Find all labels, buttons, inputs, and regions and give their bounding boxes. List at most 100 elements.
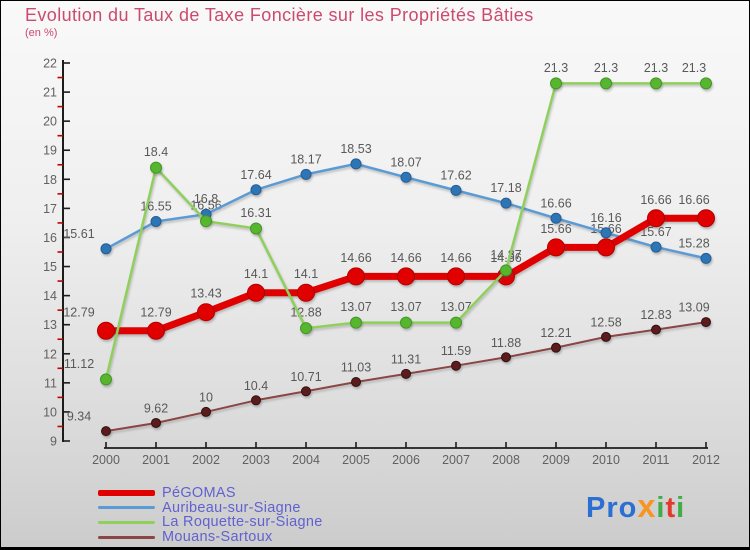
y-axis-tick-label: 15 — [43, 260, 57, 274]
value-label-auribeau-sur-siagne: 17.64 — [240, 168, 271, 182]
data-point-la-roquette-sur-siagne — [650, 77, 662, 90]
y-axis-tick-label: 20 — [43, 115, 57, 129]
value-label-mouans-sartoux: 10 — [199, 390, 213, 404]
data-point-auribeau-sur-siagne — [250, 184, 262, 196]
data-point-mouans-sartoux — [251, 395, 261, 406]
logo-letter: t — [665, 492, 677, 524]
value-label-p-gomas: 14.1 — [244, 267, 268, 281]
chart-legend: PéGOMAS Auribeau-sur-Siagne La Roquette-su… — [98, 486, 323, 544]
data-point-mouans-sartoux — [301, 386, 311, 397]
value-label-auribeau-sur-siagne: 15.67 — [640, 225, 671, 239]
value-label-mouans-sartoux: 11.59 — [441, 344, 471, 358]
logo-letter: P — [586, 492, 607, 524]
data-point-la-roquette-sur-siagne — [500, 264, 512, 277]
value-label-mouans-sartoux: 12.21 — [540, 326, 571, 340]
x-axis-year-label: 2011 — [643, 453, 670, 467]
y-axis-tick-label: 10 — [43, 405, 57, 419]
data-point-p-gomas — [197, 303, 215, 322]
data-point-auribeau-sur-siagne — [300, 168, 312, 180]
x-axis-year-label: 2002 — [192, 453, 220, 467]
data-point-mouans-sartoux — [451, 360, 461, 371]
value-label-la-roquette-sur-siagne: 13.07 — [390, 300, 421, 314]
legend-item-auribeau-sur-siagne: Auribeau-sur-Siagne — [98, 501, 323, 516]
data-point-p-gomas — [347, 267, 365, 286]
data-point-la-roquette-sur-siagne — [250, 222, 262, 235]
data-point-auribeau-sur-siagne — [650, 241, 662, 253]
value-label-la-roquette-sur-siagne: 11.12 — [64, 357, 94, 371]
value-label-la-roquette-sur-siagne: 21.3 — [594, 61, 618, 75]
value-label-la-roquette-sur-siagne: 13.07 — [340, 300, 371, 314]
data-point-la-roquette-sur-siagne — [150, 161, 162, 174]
y-axis-tick-label: 18 — [43, 173, 57, 187]
value-label-auribeau-sur-siagne: 18.07 — [390, 155, 421, 169]
data-point-mouans-sartoux — [101, 426, 111, 437]
value-label-p-gomas: 13.43 — [190, 287, 221, 301]
legend-line-sample — [98, 506, 155, 510]
value-label-p-gomas: 16.66 — [678, 193, 709, 207]
x-axis-year-label: 2001 — [142, 453, 170, 467]
x-axis-year-label: 2012 — [692, 453, 720, 467]
data-point-la-roquette-sur-siagne — [350, 316, 362, 329]
value-label-mouans-sartoux: 9.34 — [67, 410, 91, 424]
value-label-p-gomas: 12.79 — [63, 305, 94, 319]
value-label-p-gomas: 14.66 — [440, 251, 471, 265]
value-label-mouans-sartoux: 12.58 — [590, 315, 621, 329]
data-point-la-roquette-sur-siagne — [550, 77, 562, 90]
y-axis-tick-label: 21 — [43, 86, 57, 100]
data-point-p-gomas — [397, 267, 415, 286]
legend-label: PéGOMAS — [162, 485, 236, 502]
x-axis-year-label: 2008 — [492, 453, 520, 467]
data-point-la-roquette-sur-siagne — [600, 77, 612, 90]
y-axis-tick-label: 16 — [43, 231, 57, 245]
proxiti-logo: Proxiti — [586, 488, 685, 525]
logo-letter: i — [656, 492, 666, 524]
data-point-auribeau-sur-siagne — [400, 171, 412, 183]
value-label-p-gomas: 14.66 — [390, 251, 421, 265]
data-point-auribeau-sur-siagne — [350, 158, 362, 170]
value-label-mouans-sartoux: 11.03 — [341, 360, 371, 374]
data-point-mouans-sartoux — [501, 352, 511, 363]
legend-label: Mouans-Sartoux — [162, 528, 273, 545]
x-axis-year-label: 2005 — [342, 453, 370, 467]
data-point-p-gomas — [147, 321, 165, 340]
y-axis-tick-label: 11 — [44, 376, 57, 390]
x-axis-year-label: 2009 — [542, 453, 570, 467]
data-point-mouans-sartoux — [151, 417, 161, 428]
value-label-auribeau-sur-siagne: 18.17 — [290, 152, 321, 166]
x-axis-year-label: 2004 — [292, 453, 320, 467]
value-label-auribeau-sur-siagne: 18.53 — [340, 142, 371, 156]
value-label-p-gomas: 14.66 — [340, 251, 371, 265]
data-point-mouans-sartoux — [351, 376, 361, 387]
value-label-la-roquette-sur-siagne: 21.3 — [682, 61, 706, 75]
data-point-auribeau-sur-siagne — [700, 252, 712, 264]
value-label-la-roquette-sur-siagne: 18.4 — [144, 145, 168, 159]
data-point-auribeau-sur-siagne — [450, 184, 462, 196]
value-label-p-gomas: 16.66 — [640, 193, 671, 207]
value-label-la-roquette-sur-siagne: 14.87 — [490, 248, 521, 262]
value-label-p-gomas: 12.79 — [140, 305, 171, 319]
value-label-mouans-sartoux: 13.09 — [678, 301, 709, 315]
x-axis-year-label: 2003 — [242, 453, 270, 467]
data-point-la-roquette-sur-siagne — [450, 316, 462, 329]
y-axis-tick-label: 22 — [43, 57, 57, 71]
value-label-la-roquette-sur-siagne: 21.3 — [644, 61, 668, 75]
value-label-la-roquette-sur-siagne: 12.88 — [290, 306, 321, 320]
data-point-p-gomas — [447, 267, 465, 286]
data-point-mouans-sartoux — [601, 331, 611, 342]
x-axis-year-label: 2000 — [92, 453, 120, 467]
value-label-la-roquette-sur-siagne: 21.3 — [544, 61, 568, 75]
y-axis-tick-label: 19 — [43, 144, 57, 158]
value-label-auribeau-sur-siagne: 15.28 — [678, 236, 709, 250]
data-point-p-gomas — [247, 283, 265, 302]
legend-line-sample — [98, 520, 155, 524]
y-axis-tick-label: 12 — [43, 347, 57, 361]
value-label-p-gomas: 15.66 — [540, 222, 571, 236]
value-label-auribeau-sur-siagne: 16.66 — [540, 196, 571, 210]
data-point-la-roquette-sur-siagne — [200, 215, 212, 228]
legend-label: La Roquette-sur-Siagne — [162, 514, 323, 531]
legend-line-sample — [98, 535, 155, 539]
x-axis-year-label: 2010 — [592, 453, 620, 467]
legend-label: Auribeau-sur-Siagne — [162, 499, 301, 516]
